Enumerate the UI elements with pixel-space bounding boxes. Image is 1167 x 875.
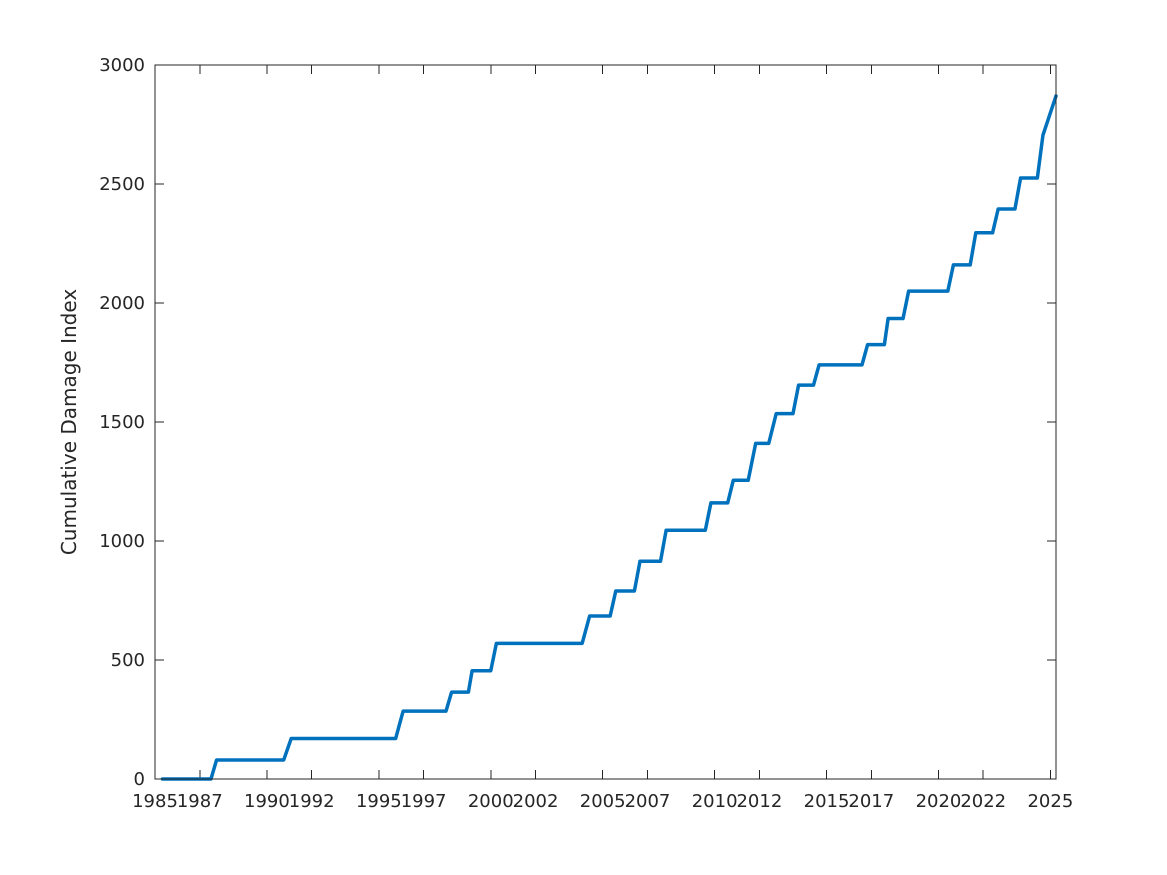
x-tick-label: 2000	[468, 791, 514, 812]
plot-background	[155, 65, 1056, 779]
x-tick-label: 2007	[625, 791, 671, 812]
x-tick-label: 1992	[289, 791, 335, 812]
x-tick-label: 1997	[401, 791, 447, 812]
series-line-0	[160, 94, 1058, 781]
y-axis-label: Cumulative Damage Index	[57, 289, 81, 555]
series-group	[160, 94, 1058, 781]
x-tick-label: 2012	[736, 791, 782, 812]
y-tick-label: 3000	[99, 55, 145, 76]
x-tick-label: 2005	[580, 791, 626, 812]
x-tick-label: 2010	[692, 791, 738, 812]
x-tick-label: 2022	[960, 791, 1006, 812]
y-tick-label: 2000	[99, 293, 145, 314]
x-tick-label: 2015	[804, 791, 850, 812]
x-tick-label: 2017	[848, 791, 894, 812]
x-tick-label: 2002	[513, 791, 559, 812]
y-tick-label: 1500	[99, 412, 145, 433]
x-tick-label: 2020	[916, 791, 962, 812]
y-tick-label: 1000	[99, 531, 145, 552]
y-tick-label: 2500	[99, 174, 145, 195]
x-tick-label: 2025	[1027, 791, 1073, 812]
x-tick-label: 1985	[132, 791, 178, 812]
y-tick-label: 0	[134, 769, 145, 790]
y-tick-label: 500	[111, 650, 145, 671]
y-axis-ticks: 0 500 1000 1500 2000 2500 3000	[99, 55, 1056, 790]
x-tick-label: 1995	[356, 791, 402, 812]
plot-box	[154, 64, 1057, 780]
x-tick-label: 1987	[177, 791, 223, 812]
x-tick-label: 1990	[244, 791, 290, 812]
